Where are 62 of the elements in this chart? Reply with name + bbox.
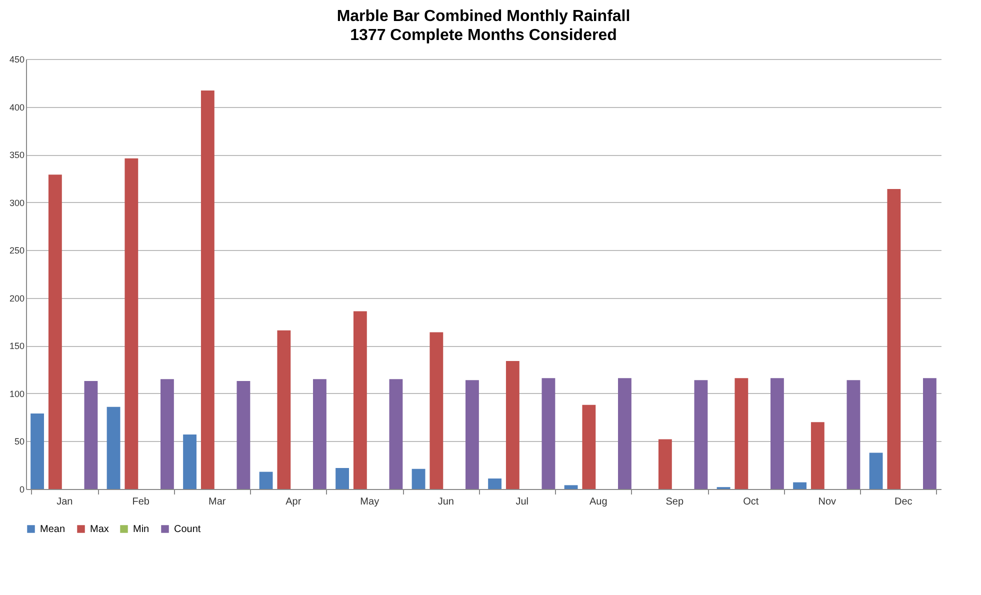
bar	[542, 378, 556, 489]
bar	[48, 174, 62, 489]
x-tick-label: Mar	[208, 496, 226, 508]
y-tick-label: 350	[9, 150, 24, 160]
bar	[564, 485, 578, 489]
bar	[770, 378, 784, 489]
bar	[277, 330, 291, 489]
y-tick-label: 400	[9, 102, 24, 112]
legend-label: Min	[133, 524, 150, 535]
x-tick-label: Jun	[438, 496, 454, 508]
x-tick-label: Feb	[132, 496, 150, 508]
bar	[430, 332, 444, 489]
x-tick-label: Apr	[286, 496, 302, 508]
bar	[236, 381, 250, 489]
y-tick-label: 50	[14, 436, 24, 447]
bar	[810, 422, 824, 489]
bar	[412, 468, 426, 489]
bar	[466, 380, 479, 489]
bar	[106, 406, 120, 489]
bar	[84, 381, 98, 489]
bar	[488, 478, 502, 489]
bar	[389, 379, 403, 489]
bar	[124, 158, 138, 489]
bar	[200, 90, 214, 489]
bar	[846, 380, 860, 489]
x-tick-label: Oct	[743, 496, 759, 508]
bar	[353, 311, 367, 489]
x-tick-label: Nov	[818, 496, 836, 508]
bar	[336, 468, 349, 489]
x-tick-label: Jul	[516, 496, 529, 508]
bar	[183, 434, 196, 489]
y-tick-label: 250	[9, 246, 24, 256]
x-tick-label: Sep	[666, 496, 684, 508]
y-tick-label: 200	[9, 293, 24, 304]
chart-title: Marble Bar Combined Monthly Rainfall	[336, 8, 630, 25]
bar	[658, 439, 672, 489]
bar	[618, 378, 632, 489]
bar	[694, 380, 708, 489]
bar	[30, 414, 44, 489]
y-tick-label: 100	[9, 388, 24, 399]
bar	[887, 188, 901, 489]
bar	[259, 472, 273, 489]
y-tick-label: 0	[19, 484, 24, 494]
legend-label: Mean	[40, 524, 66, 535]
legend-label: Max	[90, 524, 109, 535]
x-tick-label: May	[360, 496, 380, 508]
y-tick-label: 450	[9, 54, 24, 64]
bar	[869, 452, 883, 489]
x-tick-label: Jan	[56, 496, 73, 508]
bar	[582, 404, 596, 489]
bar	[313, 379, 326, 489]
x-tick-label: Dec	[894, 496, 912, 508]
bar	[793, 482, 806, 489]
legend-label: Count	[174, 524, 201, 535]
bar	[923, 378, 936, 489]
bar	[506, 360, 520, 489]
y-tick-label: 300	[9, 198, 24, 208]
y-tick-label: 150	[9, 341, 24, 352]
x-tick-label: Aug	[589, 496, 608, 508]
chart-subtitle: 1377 Complete Months Considered	[350, 27, 617, 44]
bar	[734, 378, 748, 489]
bar	[160, 379, 174, 489]
